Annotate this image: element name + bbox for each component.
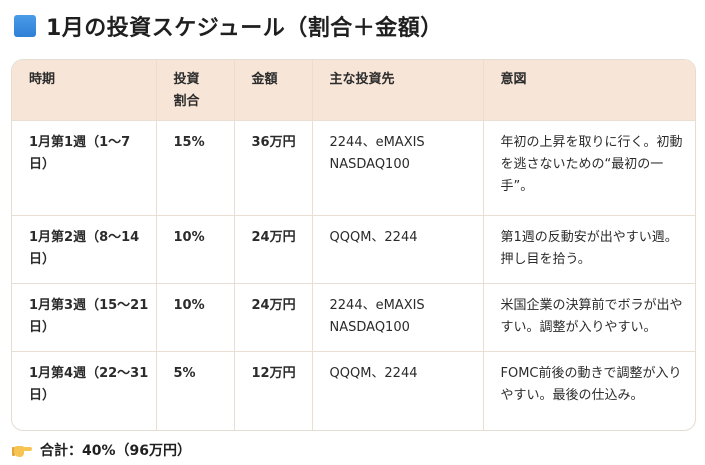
page-title: 1月の投資スケジュール（割合＋金額） <box>46 16 443 41</box>
cell-ratio: 10% <box>156 214 235 283</box>
header-amount: 金額 <box>234 60 313 120</box>
header-target: 主な投資先 <box>312 60 484 120</box>
header-ratio: 投資 割合 <box>156 60 235 120</box>
cell-period: 1月第3週（15〜21日） <box>12 282 157 351</box>
table-header-row: 時期 投資 割合 金額 主な投資先 意図 <box>12 60 695 120</box>
cell-target: 2244、eMAXIS NASDAQ100 <box>312 282 484 351</box>
header-intent: 意図 <box>500 72 527 87</box>
cell-period: 1月第1週（1〜7日） <box>12 119 157 215</box>
cell-intent: FOMC前後の動きで調整が入りやすい。最後の仕込み。 <box>483 350 695 430</box>
cell-target: 2244、eMAXIS NASDAQ100 <box>312 119 484 215</box>
cell-target: QQQM、2244 <box>312 350 484 430</box>
table-row: 1月第4週（22〜31日） 5% 12万円 QQQM、2244 FOMC前後の動… <box>12 350 695 430</box>
total-summary: 合計：40%（96万円） <box>12 440 191 460</box>
cell-target: QQQM、2244 <box>312 214 484 283</box>
header-ratio-label: 投資 割合 <box>173 72 200 109</box>
cell-intent: 第1週の反動安が出やすい週。押し目を拾う。 <box>483 214 695 283</box>
cell-ratio: 5% <box>156 350 235 430</box>
cell-period: 1月第4週（22〜31日） <box>12 350 157 430</box>
cell-ratio: 15% <box>156 119 235 215</box>
cell-amount: 36万円 <box>234 119 313 215</box>
cell-period: 1月第2週（8〜14日） <box>12 214 157 283</box>
table-row: 1月第2週（8〜14日） 10% 24万円 QQQM、2244 第1週の反動安が… <box>12 214 695 283</box>
cell-intent: 米国企業の決算前でボラが出やすい。調整が入りやすい。 <box>483 282 695 351</box>
cell-ratio: 10% <box>156 282 235 351</box>
table-row: 1月第3週（15〜21日） 10% 24万円 2244、eMAXIS NASDA… <box>12 282 695 351</box>
table-row: 1月第1週（1〜7日） 15% 36万円 2244、eMAXIS NASDAQ1… <box>12 119 695 215</box>
page-heading: 1月の投資スケジュール（割合＋金額） <box>14 9 443 43</box>
cell-amount: 24万円 <box>234 282 313 351</box>
schedule-table-container: 時期 投資 割合 金額 主な投資先 意図 1月第1週（1〜7日） 15% 36万… <box>11 59 696 431</box>
cell-amount: 12万円 <box>234 350 313 430</box>
total-text: 合計：40%（96万円） <box>40 443 191 459</box>
schedule-table: 時期 投資 割合 金額 主な投資先 意図 1月第1週（1〜7日） 15% 36万… <box>12 60 695 430</box>
cell-intent: 年初の上昇を取りに行く。初動を逃さないための“最初の一手”。 <box>483 119 695 215</box>
header-period: 時期 <box>12 60 157 120</box>
cell-amount: 24万円 <box>234 214 313 283</box>
blue-square-icon <box>14 15 36 37</box>
pointing-hand-icon <box>12 442 32 458</box>
